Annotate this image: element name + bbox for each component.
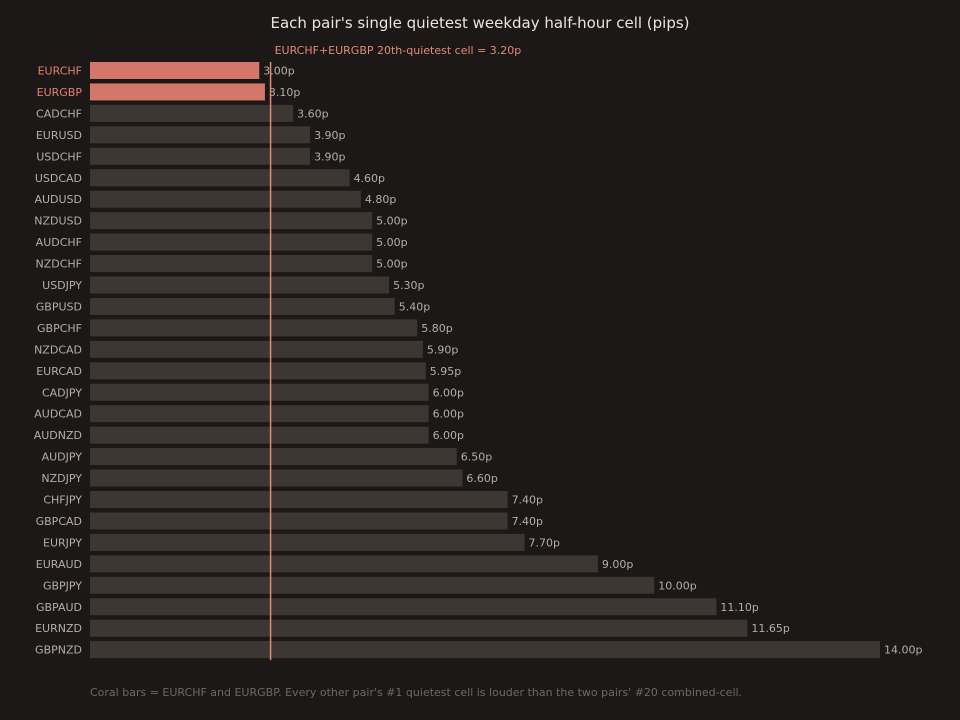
value-label-eurusd: 3.90p [314, 129, 345, 142]
value-label-gbpchf: 5.80p [421, 322, 452, 335]
bar-eurjpy [90, 533, 525, 551]
value-label-eurgbp: 3.10p [269, 86, 300, 99]
category-label-gbpusd: GBPUSD [36, 300, 82, 313]
category-label-nzdcad: NZDCAD [34, 343, 82, 356]
value-label-audnzd: 6.00p [433, 429, 464, 442]
category-label-usdjpy: USDJPY [42, 279, 82, 292]
category-label-nzdjpy: NZDJPY [41, 472, 82, 485]
bar-gbpcad [90, 512, 508, 530]
bar-audusd [90, 190, 361, 208]
bar-audchf [90, 233, 373, 251]
bar-usdjpy [90, 276, 390, 294]
value-label-cadjpy: 6.00p [433, 386, 464, 399]
category-label-eurjpy: EURJPY [43, 536, 82, 549]
category-label-gbpnzd: GBPNZD [35, 644, 82, 657]
category-label-audjpy: AUDJPY [42, 451, 83, 464]
value-label-eurjpy: 7.70p [529, 536, 560, 549]
value-label-gbpaud: 11.10p [720, 601, 758, 614]
value-label-audusd: 4.80p [365, 193, 396, 206]
chart-title: Each pair's single quietest weekday half… [270, 14, 689, 32]
bars-group [90, 62, 880, 659]
category-label-nzdchf: NZDCHF [35, 258, 82, 271]
category-label-nzdusd: NZDUSD [34, 215, 82, 228]
value-label-eurnzd: 11.65p [751, 622, 789, 635]
bar-eurchf [90, 62, 260, 79]
bar-audjpy [90, 448, 457, 466]
value-label-cadchf: 3.60p [297, 107, 328, 120]
value-label-gbpnzd: 14.00p [884, 644, 922, 657]
value-label-usdchf: 3.90p [314, 150, 345, 163]
category-label-eurusd: EURUSD [36, 129, 82, 142]
value-label-nzdchf: 5.00p [376, 258, 407, 271]
bar-nzdjpy [90, 469, 463, 487]
category-label-gbpjpy: GBPJPY [43, 579, 82, 592]
value-label-nzdusd: 5.00p [376, 215, 407, 228]
bar-audcad [90, 405, 429, 423]
value-label-chfjpy: 7.40p [512, 494, 543, 507]
value-label-gbpjpy: 10.00p [658, 579, 696, 592]
category-label-audcad: AUDCAD [34, 408, 82, 421]
bar-euraud [90, 555, 598, 573]
footnote: Coral bars = EURCHF and EURGBP. Every ot… [90, 686, 742, 699]
category-label-gbpchf: GBPCHF [37, 322, 82, 335]
category-label-gbpaud: GBPAUD [36, 601, 82, 614]
bar-nzdusd [90, 212, 373, 230]
value-label-audcad: 6.00p [433, 408, 464, 421]
category-label-eurcad: EURCAD [36, 365, 82, 378]
bar-cadchf [90, 104, 294, 122]
category-label-audnzd: AUDNZD [34, 429, 82, 442]
bar-gbpaud [90, 598, 717, 616]
bar-eurgbp [90, 83, 265, 101]
category-label-gbpcad: GBPCAD [36, 515, 82, 528]
bar-usdcad [90, 169, 350, 187]
category-label-eurgbp: EURGBP [37, 86, 83, 99]
category-label-eurchf: EURCHF [38, 65, 82, 78]
bar-usdchf [90, 147, 311, 165]
bar-chfjpy [90, 491, 508, 508]
value-label-eurchf: 3.00p [263, 65, 294, 78]
category-label-euraud: EURAUD [36, 558, 82, 571]
bar-eurcad [90, 362, 426, 380]
value-label-nzdcad: 5.90p [427, 343, 458, 356]
value-label-euraud: 9.00p [602, 558, 633, 571]
category-label-usdchf: USDCHF [36, 150, 82, 163]
value-label-eurcad: 5.95p [430, 365, 461, 378]
bar-nzdcad [90, 340, 423, 358]
category-label-usdcad: USDCAD [35, 172, 82, 185]
bar-audnzd [90, 426, 429, 444]
value-label-audchf: 5.00p [376, 236, 407, 249]
bar-gbpchf [90, 319, 418, 337]
category-label-chfjpy: CHFJPY [43, 494, 82, 507]
value-label-audjpy: 6.50p [461, 451, 492, 464]
bar-eurusd [90, 126, 311, 144]
bar-eurnzd [90, 619, 748, 637]
bar-cadjpy [90, 383, 429, 401]
reference-line-label: EURCHF+EURGBP 20th-quietest cell = 3.20p [275, 44, 522, 57]
category-label-eurnzd: EURNZD [35, 622, 82, 635]
bar-gbpnzd [90, 641, 880, 659]
value-label-gbpusd: 5.40p [399, 300, 430, 313]
category-label-cadchf: CADCHF [36, 107, 82, 120]
labels-group: EURCHF 3.00p EURGBP 3.10p CADCHF 3.60p EURUSD 3… [34, 65, 923, 657]
category-label-audusd: AUDUSD [34, 193, 82, 206]
category-label-cadjpy: CADJPY [42, 386, 82, 399]
value-label-gbpcad: 7.40p [512, 515, 543, 528]
value-label-usdjpy: 5.30p [393, 279, 424, 292]
bar-nzdchf [90, 255, 373, 273]
value-label-usdcad: 4.60p [354, 172, 385, 185]
bar-gbpusd [90, 297, 395, 315]
bar-gbpjpy [90, 576, 655, 594]
category-label-audchf: AUDCHF [36, 236, 82, 249]
value-label-nzdjpy: 6.60p [466, 472, 497, 485]
